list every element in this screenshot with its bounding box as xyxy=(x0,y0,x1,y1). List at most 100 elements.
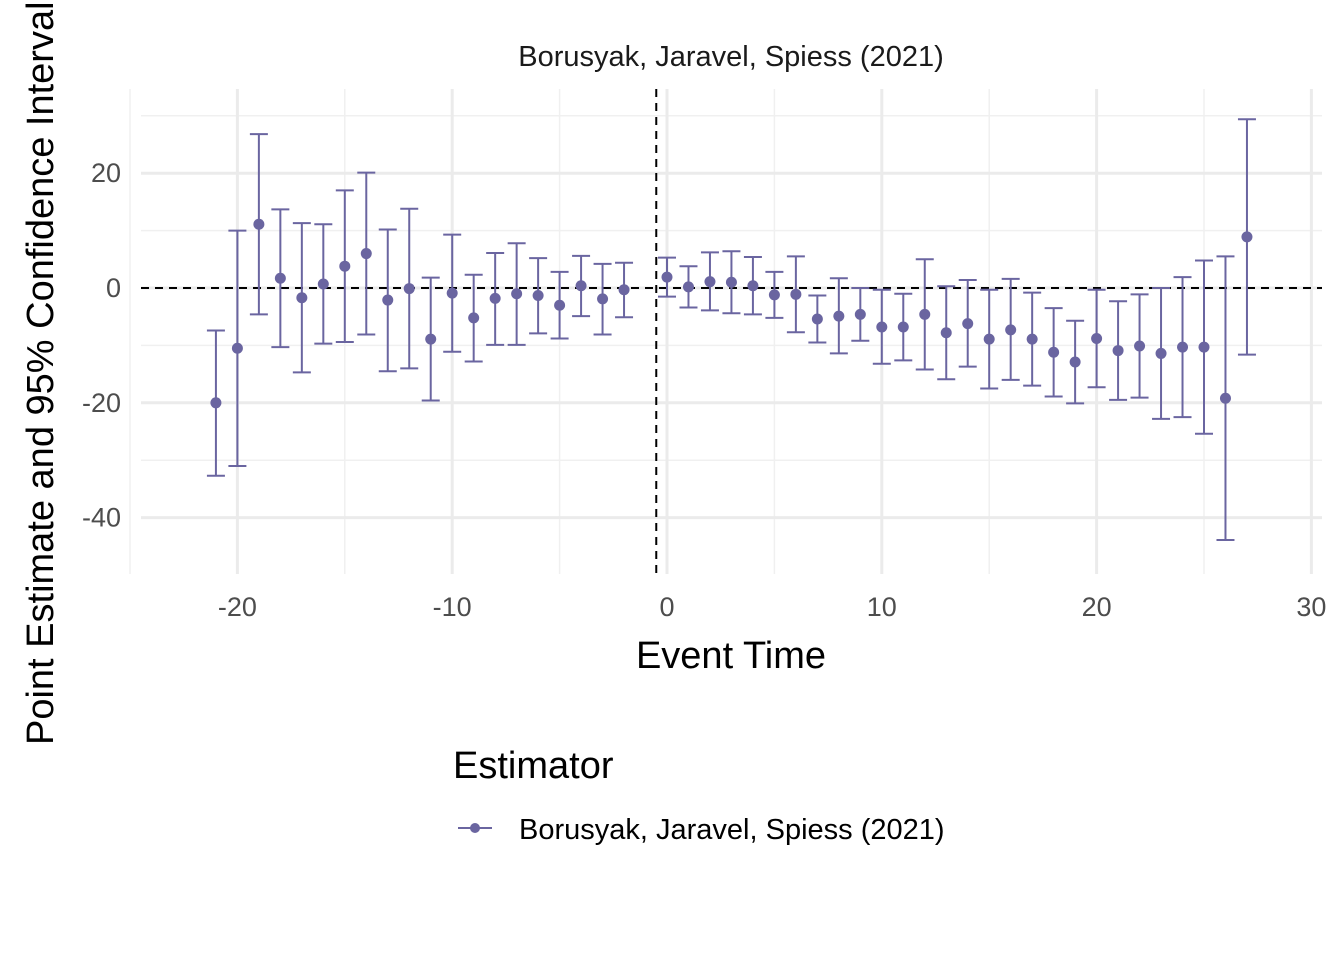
point-estimate xyxy=(897,321,909,333)
estimate-with-interval xyxy=(658,256,676,298)
point-estimate xyxy=(854,308,866,320)
estimate-with-interval xyxy=(314,223,333,345)
estimate-with-interval xyxy=(572,254,591,318)
point-estimate xyxy=(274,272,286,284)
estimate-with-interval xyxy=(1173,276,1192,419)
estimate-with-interval xyxy=(550,270,569,340)
estimate-with-interval xyxy=(679,265,698,309)
y-axis-title: Point Estimate and 95% Confidence Interv… xyxy=(20,1,62,745)
legend: Estimator Borusyak, Jaravel, Spiess (202… xyxy=(453,745,945,846)
point-estimate xyxy=(768,289,780,301)
point-estimate xyxy=(1219,392,1231,404)
estimate-with-interval xyxy=(937,285,956,381)
point-estimate xyxy=(446,287,458,299)
estimate-with-interval xyxy=(894,292,913,362)
point-estimate xyxy=(618,284,630,296)
point-estimate xyxy=(489,292,501,304)
point-estimate xyxy=(210,397,222,409)
point-estimate xyxy=(231,342,243,354)
tick-labels: -20 -10 0 10 20 30 -40 -20 0 20 xyxy=(82,158,1326,622)
point-estimate xyxy=(1134,340,1146,352)
point-estimate xyxy=(962,318,974,330)
x-tick-label: 20 xyxy=(1082,592,1112,622)
x-tick-label: 0 xyxy=(659,592,674,622)
point-estimate xyxy=(725,276,737,288)
y-tick-label: 0 xyxy=(106,273,121,303)
legend-title: Estimator xyxy=(453,745,614,787)
point-estimate xyxy=(532,289,544,301)
estimate-with-interval xyxy=(249,133,268,316)
estimate-with-interval xyxy=(615,261,634,319)
estimate-with-interval xyxy=(292,222,311,374)
estimate-with-interval xyxy=(1195,259,1213,435)
estimate-with-interval xyxy=(1152,287,1171,420)
point-estimate xyxy=(1155,347,1167,359)
point-estimate xyxy=(382,294,394,306)
point-estimate xyxy=(747,280,759,292)
point-estimate xyxy=(1005,324,1017,336)
point-estimate xyxy=(790,288,802,300)
point-estimate xyxy=(403,283,415,295)
estimate-with-interval xyxy=(1130,293,1149,399)
point-estimate xyxy=(1241,231,1253,243)
x-axis-title: Event Time xyxy=(636,635,826,677)
point-estimate xyxy=(1069,356,1081,368)
y-tick-label: -40 xyxy=(82,503,121,533)
estimate-with-interval xyxy=(1023,291,1042,387)
estimate-with-interval xyxy=(400,207,419,370)
x-tick-label: -20 xyxy=(218,592,257,622)
estimate-with-interval xyxy=(808,294,827,344)
estimate-with-interval xyxy=(872,288,891,365)
estimate-with-interval xyxy=(507,242,526,346)
estimate-with-interval xyxy=(1044,307,1063,398)
grid xyxy=(129,89,1322,574)
point-estimate xyxy=(1112,345,1124,357)
x-tick-label: -10 xyxy=(433,592,472,622)
estimate-with-interval xyxy=(443,233,462,353)
point-estimate xyxy=(983,333,995,345)
estimate-with-interval xyxy=(593,262,612,336)
estimate-with-interval xyxy=(851,287,870,342)
y-tick-label: -20 xyxy=(82,388,121,418)
point-estimate xyxy=(339,260,351,272)
x-tick-label: 10 xyxy=(867,592,897,622)
point-estimate xyxy=(1048,346,1060,358)
point-estimate xyxy=(1026,333,1038,345)
estimate-with-interval xyxy=(958,278,977,368)
point-estimate xyxy=(253,218,265,230)
point-estimate xyxy=(682,281,694,293)
series-marks xyxy=(206,118,1256,541)
estimate-with-interval xyxy=(464,273,483,363)
y-tick-label: 20 xyxy=(91,158,121,188)
estimate-with-interval xyxy=(829,277,848,355)
legend-label: Borusyak, Jaravel, Spiess (2021) xyxy=(519,814,945,846)
estimate-with-interval xyxy=(378,228,397,373)
legend-key-point xyxy=(470,823,480,833)
estimate-with-interval xyxy=(915,258,934,371)
point-estimate xyxy=(425,333,437,345)
estimate-with-interval xyxy=(765,270,784,319)
point-estimate xyxy=(511,288,523,300)
estimate-with-interval xyxy=(206,329,225,477)
estimate-with-interval xyxy=(786,255,805,334)
estimate-with-interval xyxy=(980,288,999,390)
point-estimate xyxy=(940,327,952,339)
estimate-with-interval xyxy=(357,171,376,336)
point-estimate xyxy=(661,271,673,283)
estimate-with-interval xyxy=(271,208,290,349)
point-estimate xyxy=(876,321,888,333)
point-estimate xyxy=(468,312,480,324)
estimate-with-interval xyxy=(486,251,505,346)
facet-title: Borusyak, Jaravel, Spiess (2021) xyxy=(518,41,944,73)
point-estimate xyxy=(1177,341,1189,353)
reference-lines xyxy=(141,89,1322,574)
point-estimate xyxy=(597,293,609,305)
point-estimate xyxy=(296,292,308,304)
estimate-with-interval xyxy=(228,229,247,467)
point-estimate xyxy=(833,310,845,322)
estimate-with-interval xyxy=(1087,288,1106,389)
estimate-with-interval xyxy=(335,189,354,343)
point-estimate xyxy=(1198,341,1210,353)
estimate-with-interval xyxy=(700,251,719,312)
